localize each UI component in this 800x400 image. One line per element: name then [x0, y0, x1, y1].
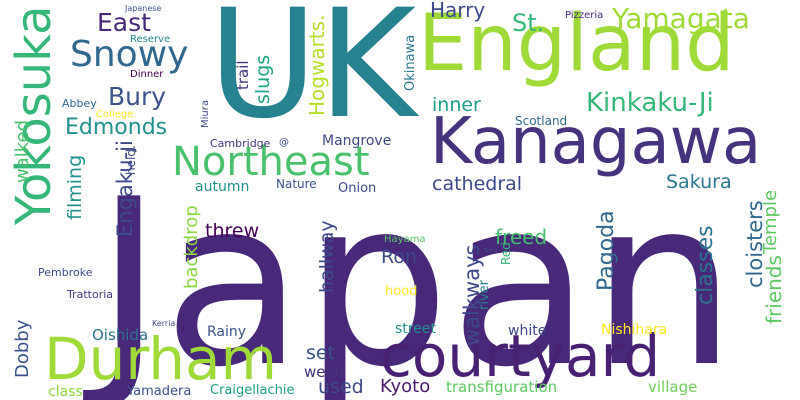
word-red: Red — [499, 242, 513, 265]
word-sakura: Sakura — [666, 171, 732, 193]
word-japan: Japan — [95, 151, 737, 400]
word-oishida: Oishida — [92, 326, 149, 344]
word-class: class — [48, 384, 83, 400]
word-weed: weed — [304, 363, 345, 381]
word-walked: walked — [12, 119, 33, 183]
word-pagoda: Pagoda — [594, 210, 619, 291]
word-northeast: Northeast — [172, 139, 370, 185]
word-slugs: slugs — [252, 54, 274, 104]
word-rainy: Rainy — [207, 324, 247, 340]
word-torii: Torii — [483, 247, 498, 255]
word-yamagata: Yamagata — [612, 2, 750, 35]
word-snowy: Snowy — [70, 34, 189, 75]
word-nature: Nature — [276, 177, 317, 191]
word-bury: Bury — [108, 82, 167, 111]
word-river: river — [477, 280, 492, 310]
word-pembroke: Pembroke — [38, 266, 93, 279]
word-dinner: Dinner — [130, 69, 164, 80]
word-college: College — [96, 109, 134, 120]
word-harry: Harry — [430, 0, 486, 22]
word-miura: Miura — [200, 100, 211, 128]
word-durham: Durham — [44, 325, 278, 393]
word-hogwarts: Hogwarts. — [305, 14, 329, 116]
word-friends: friends — [762, 255, 786, 324]
word-threw: threw — [205, 220, 260, 242]
word-hayama: Hayama — [384, 234, 426, 245]
word-kerria: Kerria — [152, 319, 176, 328]
word-onion: Onion — [338, 181, 377, 196]
word-kanagawa: Kanagawa — [430, 105, 762, 179]
word-transfiguration: transfiguration — [446, 378, 558, 396]
word-used: used — [318, 376, 364, 398]
word-trail: trail — [234, 60, 252, 90]
word-pizzeria: Pizzeria — [565, 10, 604, 21]
word-cathedral: cathedral — [432, 173, 523, 195]
word-at-sign: @ — [279, 137, 289, 148]
word-uk: UK — [208, 0, 417, 152]
word-courtyard: courtyard — [380, 322, 661, 390]
word-yokosuka: Yokosuka — [6, 5, 62, 225]
word-east: East — [97, 8, 151, 37]
word-white: white — [508, 323, 547, 339]
word-freed: freed — [495, 225, 548, 249]
word-held: held. — [124, 145, 138, 175]
word-set: set — [306, 342, 336, 364]
word-nishihara: Nishihara — [601, 322, 668, 338]
word-yamadera: Yamadera — [127, 384, 192, 399]
word-village: village — [648, 378, 698, 396]
word-hallway: hallway — [316, 220, 338, 293]
word-hood: hood — [385, 284, 418, 299]
word-inner: inner — [432, 94, 481, 116]
word-japanese: Japanese — [125, 4, 162, 13]
word-scotland: Scotland — [515, 114, 568, 128]
word-abbey: Abbey — [62, 97, 97, 110]
word-cloisters: cloisters — [743, 200, 767, 288]
word-ron: Ron — [381, 246, 418, 268]
word-edmonds: Edmonds — [65, 115, 168, 140]
word-street: street — [395, 321, 436, 337]
word-england: England — [418, 0, 735, 89]
word-craigellachie: Craigellachie — [210, 383, 295, 398]
word-filming: filming — [64, 154, 86, 220]
word-cambridge: Cambridge — [210, 137, 271, 150]
word-kyoto: Kyoto — [380, 376, 431, 397]
word-autumn: autumn — [195, 179, 250, 195]
word-mangrove: Mangrove — [322, 133, 392, 149]
word-reserve: Reserve — [130, 34, 171, 45]
word-trattoria: Trattoria — [67, 288, 114, 301]
word-backdrop: backdrop — [181, 205, 202, 289]
word-classes: classes — [693, 225, 718, 305]
word-kinkaku-ji: Kinkaku-Ji — [586, 88, 714, 118]
word-dobby: Dobby — [12, 319, 33, 378]
word-st: St. — [512, 9, 545, 37]
word-okinawa: Okinawa — [403, 34, 418, 91]
